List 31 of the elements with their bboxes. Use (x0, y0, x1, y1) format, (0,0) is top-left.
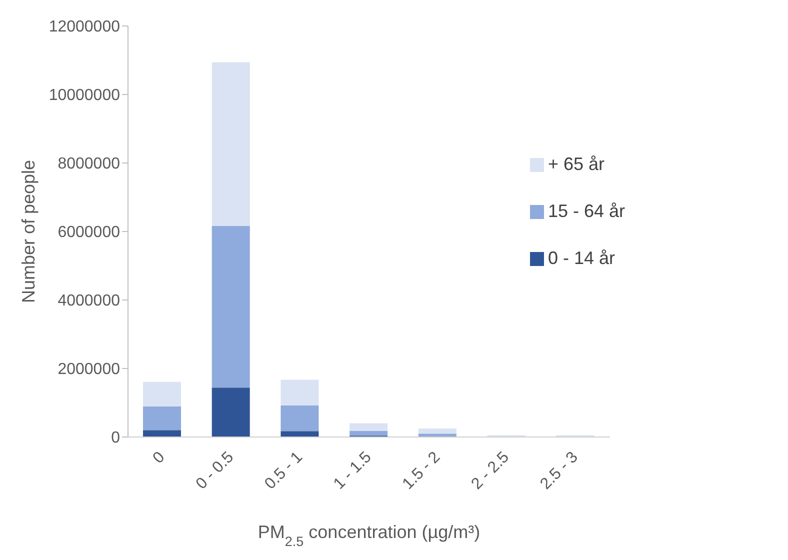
bar (418, 428, 456, 434)
x-tick-label: 0.5 - 1 (262, 448, 306, 493)
legend-label: 0 - 14 år (548, 248, 616, 269)
x-tick-label: 1 - 1.5 (330, 448, 375, 493)
x-tick-label: 2 - 2.5 (468, 448, 513, 493)
bar (143, 406, 181, 430)
bar (350, 423, 388, 431)
bar (143, 430, 181, 437)
bar (212, 62, 250, 226)
bar (280, 380, 319, 406)
y-tick-label: 10000000 (48, 87, 120, 104)
bar (212, 226, 250, 388)
x-tick-label: 0 (150, 448, 168, 468)
x-tick-label: 0 - 0.5 (193, 448, 238, 493)
bar (350, 430, 388, 436)
y-tick-label: 0 (111, 430, 120, 447)
legend-label: 15 - 64 år (548, 201, 626, 222)
x-tick-label: 2.5 - 3 (537, 448, 582, 493)
x-tick-label: 1.5 - 2 (400, 448, 444, 493)
y-tick-label: 4000000 (58, 292, 120, 310)
legend-label: + 65 år (548, 154, 605, 175)
y-tick-label: 12000000 (48, 18, 120, 36)
y-tick-label: 8000000 (58, 156, 120, 173)
y-tick-label: 2000000 (58, 361, 120, 378)
bar (280, 405, 319, 432)
y-tick-label: 6000000 (58, 224, 120, 242)
x-axis-title: PM$_{2.5}$ concentration (µg/m³) (258, 522, 480, 548)
bar (212, 388, 250, 437)
bar (280, 431, 319, 437)
bar (143, 382, 181, 407)
y-axis-title: Number of people (18, 160, 38, 304)
